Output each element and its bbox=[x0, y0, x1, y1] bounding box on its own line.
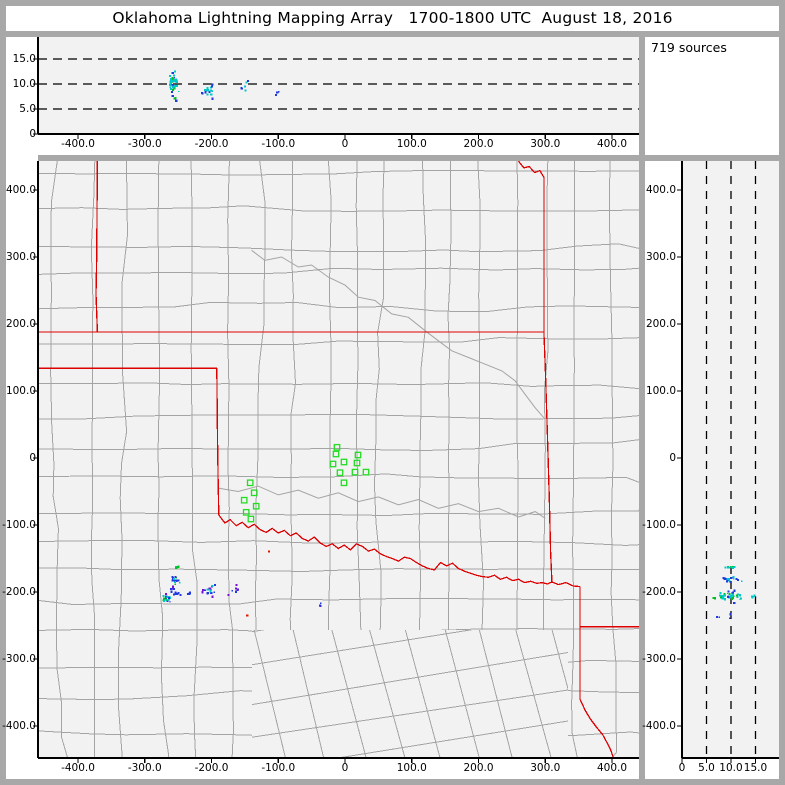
lma-station-markers bbox=[240, 443, 370, 523]
altitude-ew-panel bbox=[38, 37, 639, 134]
figure-title: Oklahoma Lightning Mapping Array 1700-18… bbox=[112, 9, 673, 27]
plan-view-map-panel bbox=[38, 161, 639, 758]
panel-dividers bbox=[6, 31, 779, 779]
axes-and-ticks bbox=[33, 37, 779, 763]
sources-count-label: 719 sources bbox=[651, 40, 727, 55]
title-bar: Oklahoma Lightning Mapping Array 1700-18… bbox=[6, 5, 779, 31]
sources-count-box: 719 sources bbox=[651, 40, 727, 55]
altitude-ns-panel bbox=[682, 161, 779, 758]
